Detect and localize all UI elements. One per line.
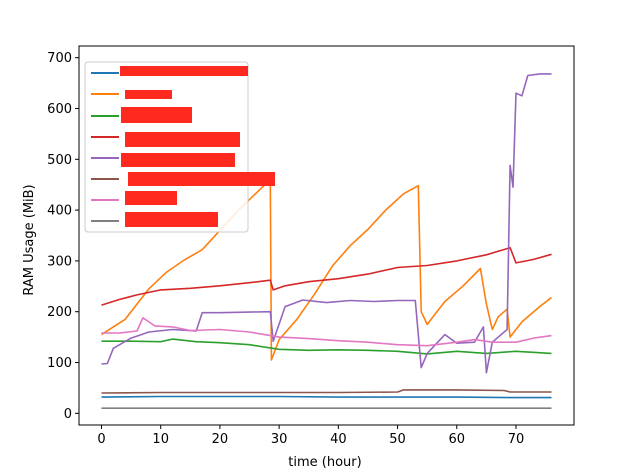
y-axis-title: RAM Usage (MiB) [22, 184, 37, 295]
legend-label-redaction [121, 107, 192, 123]
series-line-6 [101, 389, 552, 394]
x-tick-label: 20 [212, 432, 229, 447]
legend [84, 61, 275, 233]
legend-label-redaction [125, 90, 172, 99]
series-line-4 [101, 246, 552, 306]
y-tick-label: 500 [47, 153, 72, 168]
x-tick-label: 70 [508, 432, 525, 447]
y-tick-label: 300 [47, 254, 72, 269]
series-line-7 [101, 317, 552, 347]
y-tick-label: 0 [64, 407, 72, 422]
x-tick-label: 0 [97, 432, 105, 447]
series-line-3 [101, 338, 552, 355]
y-tick-label: 600 [47, 102, 72, 117]
x-tick-label: 50 [389, 432, 406, 447]
y-tick-label: 100 [47, 356, 72, 371]
x-axis-title: time (hour) [288, 455, 361, 470]
x-tick-label: 30 [271, 432, 288, 447]
series-line-1 [101, 395, 552, 399]
series-layer [101, 73, 552, 409]
legend-label-redaction [125, 191, 177, 205]
y-tick-label: 400 [47, 204, 72, 219]
x-tick-label: 40 [330, 432, 347, 447]
legend-label-redaction [128, 172, 275, 186]
axes-frame [78, 45, 575, 426]
legend-label-redaction [125, 212, 218, 227]
legend-label-redaction [125, 132, 240, 147]
series-line-2 [101, 178, 552, 361]
x-tick-label: 10 [152, 432, 169, 447]
legend-label-redaction [121, 153, 235, 167]
y-tick-label: 200 [47, 305, 72, 320]
y-tick-label: 700 [47, 51, 72, 66]
x-tick-label: 60 [448, 432, 465, 447]
legend-label-redaction [120, 66, 248, 76]
